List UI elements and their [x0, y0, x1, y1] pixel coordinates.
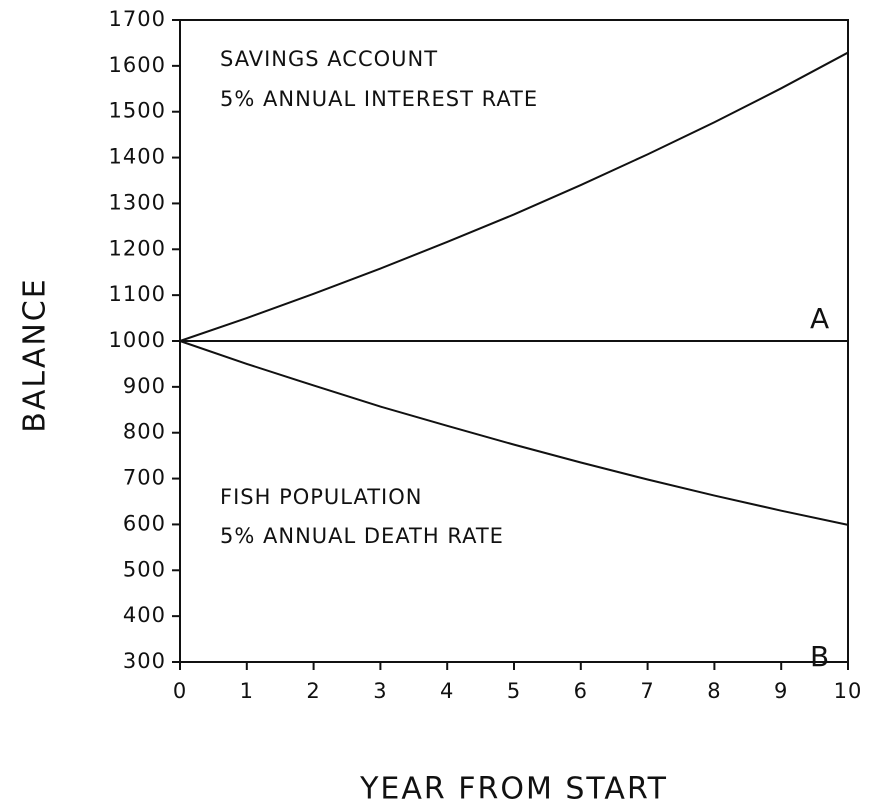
series-name: SAVINGS ACCOUNT	[220, 47, 438, 71]
x-tick-label: 3	[373, 679, 387, 703]
y-tick-label: 1100	[109, 282, 166, 306]
y-tick-label: 1400	[109, 145, 166, 169]
x-axis-label: YEAR FROM START	[359, 772, 668, 807]
x-tick-label: 9	[774, 679, 788, 703]
series-description: 5% ANNUAL INTEREST RATE	[220, 87, 538, 111]
x-tick-label: 7	[640, 679, 654, 703]
y-tick-label: 1500	[109, 99, 166, 123]
y-tick-label: 1300	[109, 190, 166, 214]
x-tick-label: 4	[440, 679, 454, 703]
x-tick-label: 2	[306, 679, 320, 703]
series-tag: A	[810, 302, 830, 335]
y-tick-label: 1600	[109, 53, 166, 77]
series-line	[179, 340, 849, 526]
y-tick-label: 400	[123, 603, 166, 627]
series-tag: B	[810, 640, 830, 673]
y-tick-label: 1000	[109, 328, 166, 352]
x-tick-label: 8	[707, 679, 721, 703]
series-line	[179, 51, 849, 342]
x-tick-label: 0	[173, 679, 187, 703]
x-tick-label: 1	[240, 679, 254, 703]
y-tick-label: 500	[123, 557, 166, 581]
y-tick-label: 900	[123, 374, 166, 398]
y-tick-label: 1700	[109, 7, 166, 31]
y-tick-label: 700	[123, 466, 166, 490]
x-tick-label: 10	[834, 679, 863, 703]
y-tick-label: 800	[123, 420, 166, 444]
y-tick-label: 1200	[109, 236, 166, 260]
y-tick-label: 600	[123, 511, 166, 535]
series-name: FISH POPULATION	[220, 485, 422, 509]
x-tick-label: 5	[507, 679, 521, 703]
series-description: 5% ANNUAL DEATH RATE	[220, 524, 504, 548]
y-tick-label: 300	[123, 649, 166, 673]
x-tick-label: 6	[574, 679, 588, 703]
y-axis-label: BALANCE	[18, 277, 53, 432]
